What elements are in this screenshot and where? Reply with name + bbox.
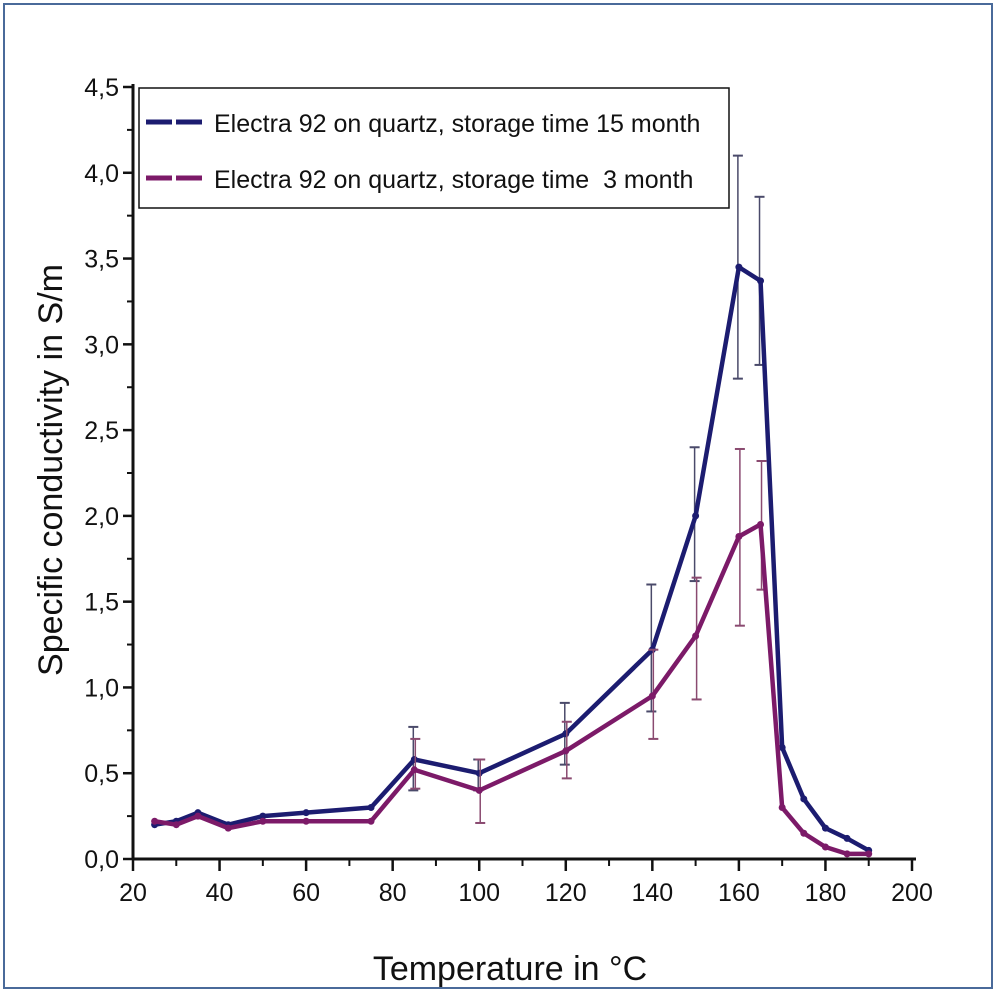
data-point xyxy=(692,632,700,640)
data-point xyxy=(259,817,267,825)
axes: 20 40 60 80 100 120 140 160 180 200 0,0 0,5 1,0 1,5 2,… xyxy=(84,74,933,907)
data-point xyxy=(224,824,232,832)
y-tick-label: 2,0 xyxy=(84,503,119,531)
data-point xyxy=(757,277,765,285)
data-point xyxy=(800,829,808,837)
y-tick-label: 0,0 xyxy=(84,846,119,874)
y-tick-label: 1,5 xyxy=(84,589,119,617)
x-tick-label: 120 xyxy=(545,879,587,907)
data-point xyxy=(821,843,829,851)
data-point xyxy=(757,520,765,528)
legend-entry-15-month: Electra 92 on quartz, storage time 15 mo… xyxy=(214,110,700,138)
data-point xyxy=(778,804,786,812)
data-point xyxy=(800,795,808,803)
data-point xyxy=(735,263,743,271)
data-point xyxy=(821,824,829,832)
data-point xyxy=(259,812,267,820)
y-axis-label: Specific conductivity in S/m xyxy=(32,264,70,676)
data-point xyxy=(843,850,851,858)
data-point xyxy=(562,747,570,755)
data-point xyxy=(367,817,375,825)
data-point xyxy=(778,743,786,751)
x-axis-label: Temperature in °C xyxy=(373,950,647,988)
y-tick-label: 3,0 xyxy=(84,331,119,359)
legend-entry-3-month: Electra 92 on quartz, storage time 3 mon… xyxy=(214,166,693,194)
x-tick-label: 160 xyxy=(718,879,760,907)
data-point xyxy=(410,755,418,763)
data-point xyxy=(194,812,202,820)
x-tick-label: 100 xyxy=(458,879,500,907)
series-1 xyxy=(151,447,873,858)
data-point xyxy=(151,817,159,825)
data-point xyxy=(302,817,310,825)
data-point xyxy=(410,766,418,774)
data-point xyxy=(865,850,873,858)
data-point xyxy=(735,532,743,540)
data-point xyxy=(843,834,851,842)
x-tick-label: 180 xyxy=(805,879,847,907)
data-point xyxy=(692,512,700,520)
series-marks xyxy=(151,154,873,858)
data-point xyxy=(367,804,375,812)
y-tick-label: 4,0 xyxy=(84,160,119,188)
data-point xyxy=(562,730,570,738)
y-tick-label: 3,5 xyxy=(84,246,119,274)
data-point xyxy=(172,821,180,829)
y-tick-label: 1,0 xyxy=(84,674,119,702)
legend: Electra 92 on quartz, storage time 15 mo… xyxy=(138,87,730,209)
data-point xyxy=(475,786,483,794)
x-tick-label: 20 xyxy=(119,879,147,907)
data-point xyxy=(648,692,656,700)
x-tick-label: 200 xyxy=(891,879,933,907)
y-tick-label: 2,5 xyxy=(84,417,119,445)
y-tick-label: 0,5 xyxy=(84,760,119,788)
data-point xyxy=(302,809,310,817)
x-tick-label: 140 xyxy=(631,879,673,907)
series-0 xyxy=(151,154,873,854)
x-tick-label: 60 xyxy=(292,879,320,907)
data-point xyxy=(475,769,483,777)
y-tick-label: 4,5 xyxy=(84,74,119,102)
image-frame xyxy=(3,3,993,989)
x-tick-label: 40 xyxy=(206,879,234,907)
legend-box xyxy=(138,87,730,209)
x-tick-label: 80 xyxy=(379,879,407,907)
